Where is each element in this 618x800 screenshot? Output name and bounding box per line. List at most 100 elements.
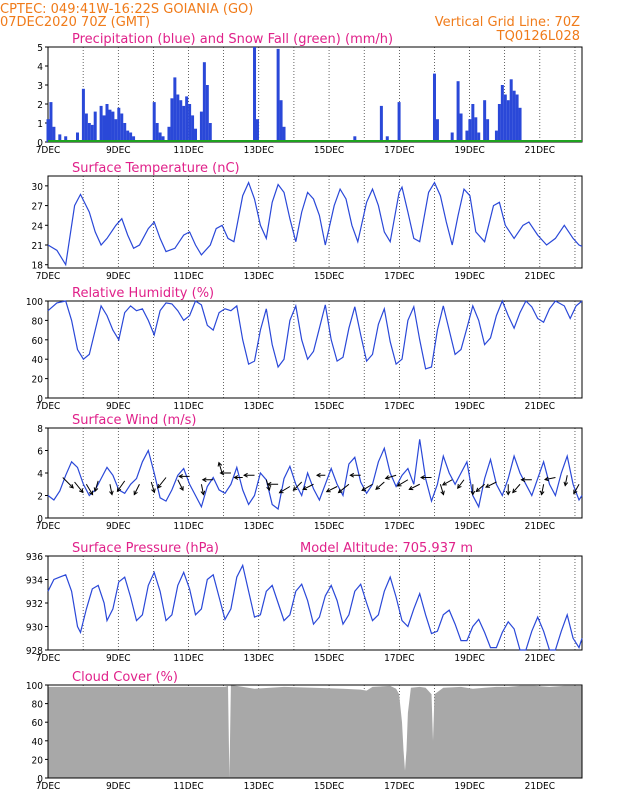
ytick-label-cloud-2: 40 [32, 737, 44, 748]
precip-bar-37 [199, 111, 203, 142]
xtick-label-cloud-0: 7DEC [36, 781, 61, 792]
xtick-label-temperature-1: 9DEC [106, 271, 131, 282]
wind-vector-arrow-11 [200, 484, 206, 496]
wind-arrow-head-26 [361, 486, 367, 492]
precip-bar-54 [459, 113, 463, 142]
ytick-label-humidity-1: 20 [32, 375, 44, 386]
wind-arrow-head-9 [179, 486, 184, 492]
series-line-wind [47, 439, 583, 511]
wind-arrow-head-28 [384, 475, 390, 480]
precip-bar-28 [170, 98, 174, 142]
frame-wind [47, 427, 583, 519]
precip-bar-4 [64, 136, 68, 142]
wind-arrow-head-40 [520, 477, 526, 483]
wind-arrow-head-35 [470, 490, 476, 496]
wind-arrow-shaft-27 [375, 481, 385, 490]
precip-bar-31 [179, 100, 183, 142]
ytick-label-wind-3: 6 [37, 447, 43, 458]
wind-arrow-head-24 [337, 488, 343, 494]
precip-bar-29 [173, 77, 177, 142]
wind-vector-arrow-41 [539, 484, 545, 496]
wind-vector-arrow-2 [85, 483, 94, 496]
precip-bar-56 [468, 119, 472, 142]
xtick-label-temperature-7: 21DEC [525, 271, 555, 282]
precip-bar-15 [111, 111, 115, 142]
xtick-label-cloud-1: 9DEC [106, 781, 131, 792]
wind-arrow-shaft-3 [94, 480, 99, 492]
precip-bar-38 [202, 62, 206, 143]
ytick-label-wind-1: 2 [37, 492, 43, 503]
header-grid-note: Vertical Grid Line: 70Z [435, 15, 580, 30]
precip-bar-13 [105, 104, 109, 142]
wind-arrow-head-38 [505, 490, 511, 496]
precip-bar-45 [282, 126, 286, 142]
precip-bar-58 [474, 117, 478, 142]
wind-vector-arrow-34 [457, 479, 465, 489]
wind-arrow-shaft-11 [200, 484, 204, 495]
precip-bar-26 [161, 136, 165, 142]
wind-arrow-head-5 [116, 487, 122, 493]
wind-arrow-shaft-2 [85, 483, 94, 495]
wind-arrow-shaft-0 [62, 477, 74, 489]
wind-arrow-head-4 [109, 490, 114, 496]
xtick-label-wind-4: 15DEC [314, 521, 344, 532]
wind-arrow-shaft-30 [409, 483, 420, 490]
xtick-label-pressure-5: 17DEC [384, 653, 414, 664]
wind-arrow-head-7 [151, 488, 156, 494]
ytick-label-temperature-3: 27 [32, 202, 43, 213]
xtick-label-temperature-5: 17DEC [384, 271, 414, 282]
precip-bar-51 [435, 119, 439, 142]
wind-arrow-shaft-28 [385, 474, 397, 479]
wind-arrow-head-25 [349, 472, 355, 478]
ytick-label-cloud-0: 0 [37, 774, 43, 785]
wind-vector-arrow-9 [177, 479, 184, 492]
wind-arrow-shaft-6 [133, 484, 140, 495]
xtick-label-precip-6: 19DEC [454, 145, 484, 156]
xtick-label-pressure-7: 21DEC [525, 653, 555, 664]
wind-vector-arrow-30 [408, 483, 420, 491]
ytick-label-temperature-0: 18 [32, 261, 44, 272]
wind-arrow-shaft-34 [457, 479, 465, 489]
wind-arrow-head-44 [573, 489, 578, 495]
wind-arrow-shaft-23 [326, 486, 338, 493]
wind-vector-arrow-20 [292, 481, 303, 492]
precip-bar-33 [185, 96, 189, 142]
xtick-label-pressure-3: 13DEC [244, 653, 274, 664]
precip-bar-42 [255, 119, 259, 142]
frame-top-cloud [47, 684, 583, 779]
xtick-label-wind-6: 19DEC [454, 521, 484, 532]
title-precip: Precipitation (blue) and Snow Fall (gree… [72, 32, 393, 47]
ytick-label-cloud-4: 80 [32, 700, 44, 711]
ytick-label-wind-4: 8 [37, 424, 43, 435]
precip-bar-22 [132, 136, 136, 142]
xtick-label-wind-5: 17DEC [384, 521, 414, 532]
wind-arrow-shaft-36 [475, 483, 485, 492]
xtick-label-precip-4: 15DEC [314, 145, 344, 156]
wind-vector-arrow-5 [116, 480, 126, 493]
precip-bar-11 [99, 105, 103, 142]
xtick-label-precip-0: 7DEC [36, 145, 61, 156]
wind-vector-arrow-27 [375, 481, 385, 490]
xtick-label-humidity-1: 9DEC [106, 401, 131, 412]
wind-vector-arrow-28 [384, 474, 397, 480]
wind-vector-arrow-44 [573, 484, 580, 495]
precip-bar-55 [465, 130, 469, 142]
wind-arrow-head-11 [200, 490, 206, 496]
ytick-label-pressure-4: 936 [26, 552, 43, 563]
wind-arrow-head-39 [512, 488, 517, 494]
xtick-label-precip-1: 9DEC [106, 145, 131, 156]
wind-vector-arrow-13 [217, 461, 223, 474]
precip-bar-65 [503, 94, 507, 142]
precip-bar-10 [93, 111, 97, 142]
wind-arrow-head-43 [563, 481, 569, 487]
precip-bar-9 [90, 124, 94, 142]
wind-arrow-shaft-37 [485, 481, 497, 488]
ytick-label-humidity-0: 0 [37, 394, 43, 405]
xtick-label-temperature-4: 15DEC [314, 271, 344, 282]
ytick-label-cloud-3: 60 [32, 718, 44, 729]
xtick-label-humidity-0: 7DEC [36, 401, 61, 412]
frame-humidity [47, 300, 583, 399]
xtick-label-temperature-0: 7DEC [36, 271, 61, 282]
wind-vector-arrow-23 [325, 486, 338, 493]
